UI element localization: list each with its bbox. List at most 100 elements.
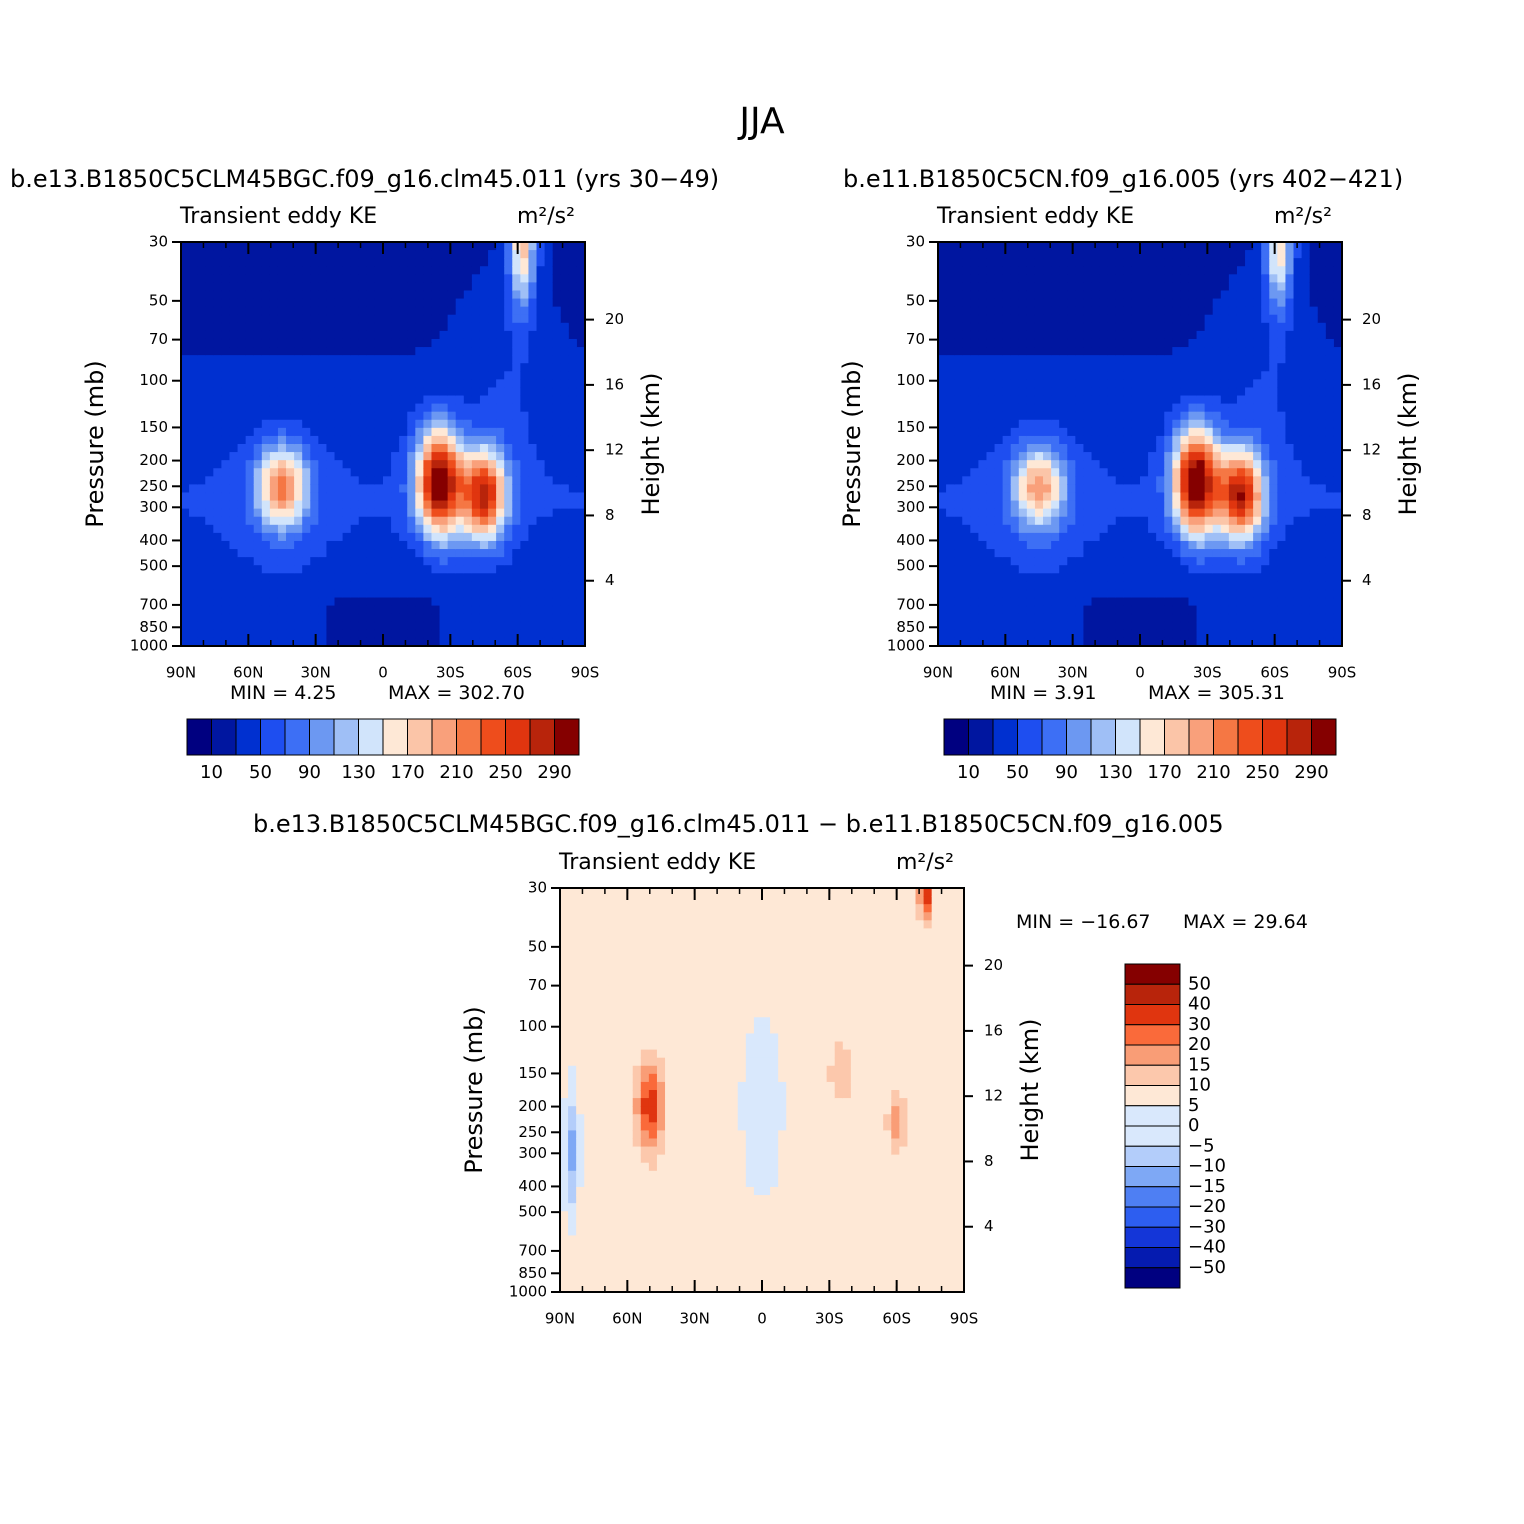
contour-cell xyxy=(1140,314,1149,324)
contour-cell xyxy=(994,565,1004,574)
contour-cell xyxy=(350,306,360,316)
contour-cell xyxy=(1034,532,1044,542)
contour-cell xyxy=(544,379,554,389)
contour-cell xyxy=(407,419,416,429)
contour-cell xyxy=(463,282,473,292)
contour-cell xyxy=(954,322,963,332)
contour-cell xyxy=(391,484,400,494)
contour-cell xyxy=(1107,258,1117,267)
contour-cell xyxy=(1043,476,1052,485)
contour-cell xyxy=(576,258,586,267)
contour-cell xyxy=(1091,314,1101,324)
contour-cell xyxy=(1099,379,1109,389)
contour-cell xyxy=(286,242,295,251)
contour-cell xyxy=(1309,613,1319,623)
contour-cell xyxy=(197,395,206,405)
contour-cell xyxy=(269,338,279,348)
contour-cell xyxy=(1018,492,1028,502)
contour-cell xyxy=(447,573,457,582)
contour-cell xyxy=(496,516,505,526)
contour-cell xyxy=(213,468,222,477)
contour-cell xyxy=(1002,492,1012,502)
contour-cell xyxy=(358,371,368,380)
contour-cell xyxy=(496,476,505,485)
contour-cell xyxy=(302,637,311,647)
contour-cell xyxy=(1228,565,1238,574)
contour-cell xyxy=(970,532,979,542)
contour-cell xyxy=(504,637,513,647)
contour-cell xyxy=(245,403,255,413)
contour-cell xyxy=(946,549,955,558)
contour-cell xyxy=(536,347,546,356)
contour-cell xyxy=(946,581,955,591)
contour-cell xyxy=(439,532,449,542)
contour-cell xyxy=(970,306,979,316)
contour-cell xyxy=(366,355,376,364)
contour-cell xyxy=(1212,274,1222,283)
contour-cell xyxy=(1285,411,1295,421)
contour-cell xyxy=(423,306,433,316)
contour-cell xyxy=(1196,605,1206,615)
contour-cell xyxy=(1010,565,1020,574)
contour-cell xyxy=(463,524,473,534)
contour-cell xyxy=(1043,298,1052,308)
contour-cell xyxy=(544,500,554,510)
contour-cell xyxy=(229,484,239,494)
contour-cell xyxy=(1309,395,1319,405)
contour-cell xyxy=(237,549,247,558)
contour-cell xyxy=(1253,266,1262,275)
contour-cell xyxy=(1075,597,1085,607)
contour-cell xyxy=(978,508,988,518)
contour-cell xyxy=(1236,532,1246,542)
contour-cell xyxy=(245,540,255,550)
contour-cell xyxy=(253,347,263,356)
contour-cell xyxy=(334,435,344,445)
contour-cell xyxy=(520,500,530,510)
contour-cell xyxy=(205,338,214,348)
contour-cell xyxy=(383,314,392,324)
contour-cell xyxy=(1083,484,1093,494)
contour-cell xyxy=(1099,395,1109,405)
contour-cell xyxy=(978,419,988,429)
contour-cell xyxy=(1067,314,1076,324)
contour-cell xyxy=(366,371,376,380)
contour-cell xyxy=(496,330,505,340)
contour-cell xyxy=(512,242,521,251)
contour-cell xyxy=(1164,322,1173,332)
contour-cell xyxy=(1026,468,1036,477)
contour-cell xyxy=(334,266,344,275)
contour-cell xyxy=(237,589,247,599)
contour-cell xyxy=(1018,452,1028,461)
contour-cell xyxy=(576,330,586,340)
contour-cell xyxy=(1180,403,1190,413)
contour-cell xyxy=(1301,411,1311,421)
contour-cell xyxy=(528,242,538,251)
contour-cell xyxy=(1188,460,1198,469)
contour-cell xyxy=(986,371,996,380)
contour-cell xyxy=(431,484,441,494)
contour-cell xyxy=(528,379,538,389)
contour-cell xyxy=(1002,290,1012,300)
contour-cell xyxy=(383,557,392,566)
contour-cell xyxy=(1236,379,1246,389)
contour-cell xyxy=(1277,492,1287,502)
contour-cell xyxy=(391,322,400,332)
contour-cell xyxy=(358,427,368,437)
contour-cell xyxy=(520,637,530,647)
contour-cell xyxy=(261,387,271,397)
contour-cell xyxy=(439,460,449,469)
contour-cell xyxy=(181,549,190,558)
contour-cell xyxy=(1010,549,1020,558)
contour-cell xyxy=(1018,419,1028,429)
contour-cell xyxy=(455,274,465,283)
contour-cell xyxy=(447,597,457,607)
contour-cell xyxy=(221,258,231,267)
contour-cell xyxy=(962,347,971,356)
contour-cell xyxy=(1002,306,1012,316)
contour-cell xyxy=(1228,581,1238,591)
contour-cell xyxy=(1164,540,1173,550)
contour-cell xyxy=(1188,282,1198,292)
contour-cell xyxy=(383,363,392,372)
contour-cell xyxy=(978,322,988,332)
contour-cell xyxy=(302,242,311,251)
